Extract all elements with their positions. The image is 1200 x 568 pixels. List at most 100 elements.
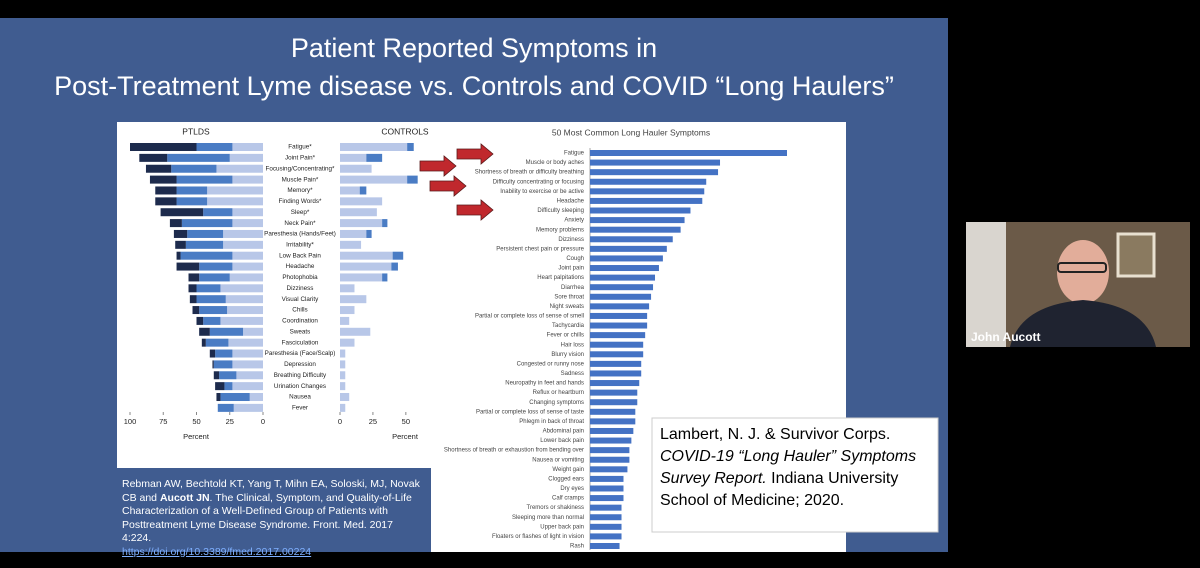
- bar-segment: [340, 273, 383, 282]
- category-label: Anxiety: [564, 218, 584, 224]
- citation-text: Rebman AW, Bechtold KT, Yang T, Mihn EA,…: [122, 478, 420, 504]
- category-label: Paresthesia (Hands/Feet): [264, 231, 336, 238]
- bar: [590, 159, 721, 166]
- x-tick-label: 25: [369, 417, 377, 426]
- category-label: Joint Pain*: [285, 155, 316, 162]
- bar-segment: [340, 316, 350, 325]
- category-label: Paresthesia (Face/Scalp): [265, 350, 336, 357]
- bar-segment: [145, 164, 172, 173]
- bar-segment: [205, 338, 229, 347]
- bar: [590, 543, 620, 549]
- category-label: Sleep*: [291, 209, 310, 216]
- bar-segment: [181, 219, 233, 228]
- reference-text: Indiana University School of Medicine; 2…: [660, 470, 899, 509]
- bar-segment: [199, 327, 210, 336]
- category-label: Chills: [292, 307, 307, 314]
- category-label: Calf cramps: [552, 496, 584, 502]
- category-label: Floaters or flashes of light in vision: [492, 534, 584, 540]
- citation: Rebman AW, Bechtold KT, Yang T, Mihn EA,…: [122, 478, 422, 559]
- bar-segment: [340, 360, 346, 369]
- bar-segment: [227, 306, 263, 315]
- citation-area: [117, 468, 431, 552]
- bar-segment: [212, 360, 214, 369]
- bar: [590, 255, 663, 262]
- bar-segment: [233, 403, 263, 412]
- category-label: Congested or runny nose: [517, 361, 585, 367]
- bar-segment: [232, 208, 263, 217]
- bar-segment: [229, 273, 263, 282]
- category-label: Memory*: [287, 187, 313, 194]
- category-label: Sadness: [561, 371, 584, 377]
- category-label: Cough: [566, 256, 584, 262]
- category-label: Hair loss: [561, 342, 584, 348]
- bar-segment: [216, 164, 263, 173]
- bar-segment: [176, 175, 233, 184]
- bar-segment: [171, 164, 217, 173]
- x-tick-label: 75: [159, 417, 167, 426]
- x-tick-label: 50: [192, 417, 200, 426]
- bar: [590, 485, 624, 492]
- bar-segment: [201, 338, 206, 347]
- bar-segment: [213, 371, 220, 380]
- bar-segment: [215, 382, 225, 391]
- bar-segment: [224, 382, 233, 391]
- chart-title: CONTROLS: [381, 126, 429, 136]
- bar-segment: [175, 240, 186, 249]
- bar-segment: [196, 316, 204, 325]
- bar-segment: [228, 338, 263, 347]
- bar-segment: [232, 251, 263, 260]
- x-tick-label: 25: [226, 417, 234, 426]
- bar: [590, 495, 624, 502]
- bar: [590, 293, 652, 300]
- arrow: [419, 155, 457, 177]
- bar-segment: [216, 393, 221, 402]
- citation-highlight: Aucott JN: [159, 491, 210, 504]
- bar-segment: [155, 186, 177, 195]
- category-label: Sore throat: [554, 294, 584, 300]
- category-label: Photophobia: [282, 274, 318, 281]
- bar-segment: [229, 153, 263, 162]
- bar-segment: [223, 229, 263, 238]
- bar: [590, 504, 622, 511]
- bar-segment: [340, 197, 383, 206]
- bar-segment: [176, 251, 181, 260]
- bar-segment: [139, 153, 168, 162]
- bar-segment: [340, 251, 393, 260]
- bar: [590, 188, 705, 195]
- reference: Lambert, N. J. & Survivor Corps. COVID-1…: [660, 424, 932, 512]
- bar-segment: [340, 175, 408, 184]
- category-label: Abdominal pain: [543, 429, 584, 435]
- category-label: Lower back pain: [540, 438, 584, 444]
- bar-segment: [189, 295, 197, 304]
- category-label: Muscle or body aches: [526, 160, 584, 166]
- category-label: Phlegm in back of throat: [519, 419, 584, 425]
- category-label: Upper back pain: [540, 524, 584, 530]
- bar-segment: [340, 186, 360, 195]
- x-tick-label: 0: [338, 417, 342, 426]
- bar-segment: [232, 349, 263, 358]
- bar-segment: [366, 229, 372, 238]
- bar-segment: [187, 229, 224, 238]
- x-axis-label: Percent: [392, 432, 419, 441]
- bar: [590, 245, 667, 252]
- wall: [966, 222, 1006, 347]
- bar: [590, 523, 622, 530]
- bar-segment: [340, 393, 350, 402]
- bar-segment: [340, 164, 372, 173]
- category-label: Partial or complete loss of sense of sme…: [475, 314, 584, 320]
- bar-segment: [220, 316, 263, 325]
- category-label: Heart palpitations: [537, 275, 584, 281]
- bar-segment: [196, 284, 221, 293]
- citation-link[interactable]: https://doi.org/10.3389/fmed.2017.00224: [122, 545, 312, 558]
- bar: [590, 197, 703, 204]
- bar-segment: [225, 295, 263, 304]
- reference-box: [651, 417, 939, 533]
- category-label: Headache: [286, 263, 315, 270]
- bar-segment: [188, 273, 200, 282]
- category-label: Fatigue*: [288, 144, 312, 151]
- category-label: Dizziness: [558, 237, 584, 243]
- bar-segment: [340, 219, 383, 228]
- category-label: Partial or complete loss of sense of tas…: [476, 409, 585, 415]
- bar: [590, 169, 719, 176]
